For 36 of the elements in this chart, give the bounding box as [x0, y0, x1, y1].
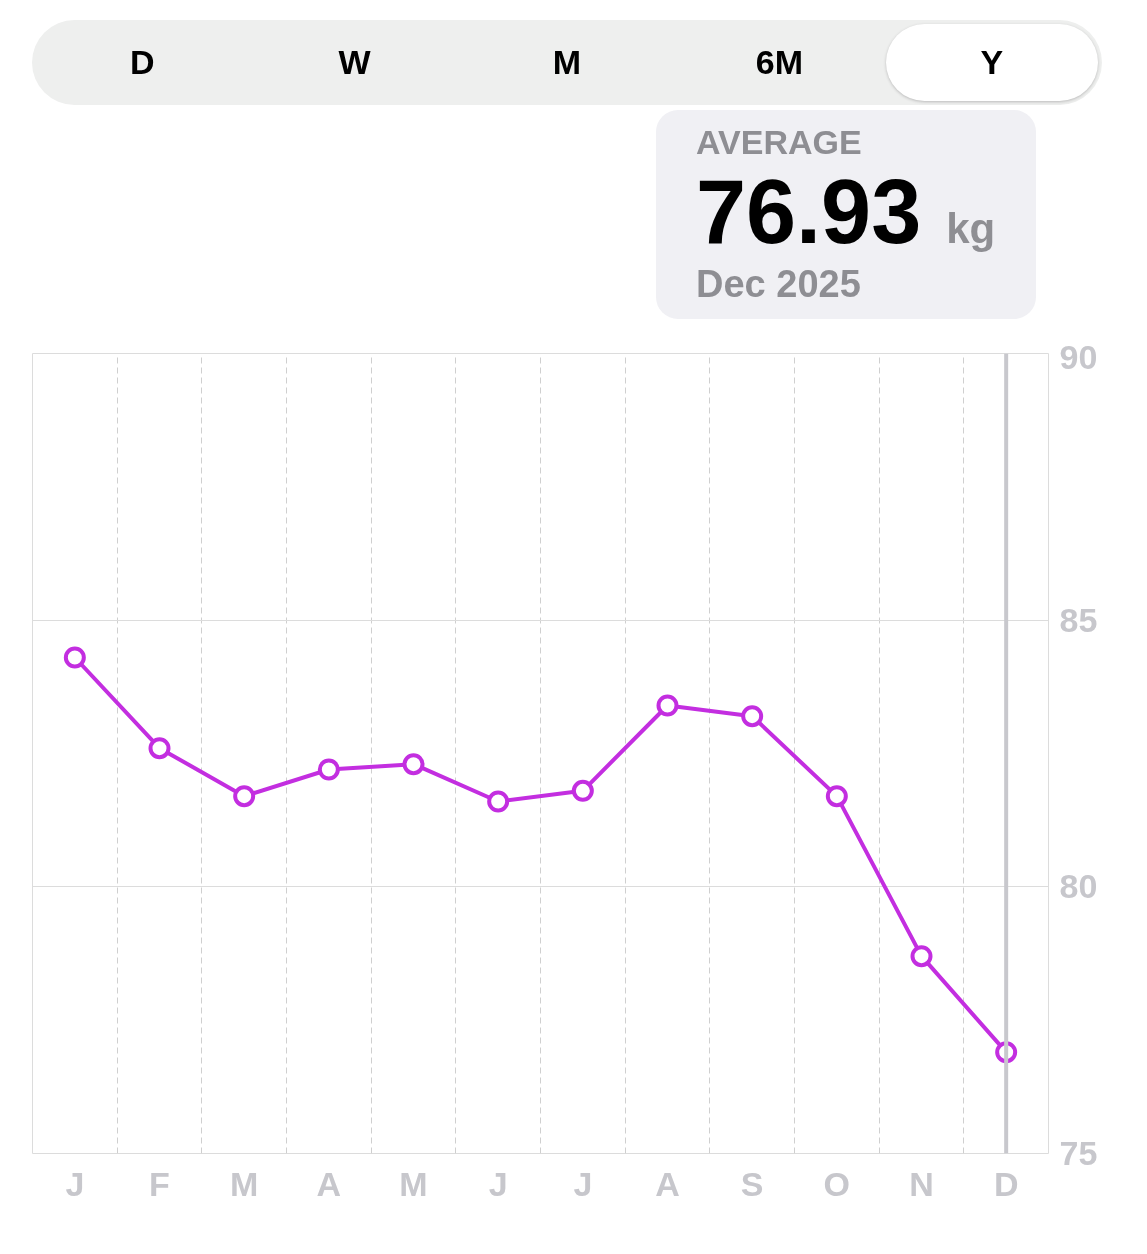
point	[825, 785, 848, 808]
text: AVERAGE	[696, 123, 862, 161]
point	[741, 705, 764, 728]
text: D	[128, 42, 156, 83]
point	[402, 753, 425, 776]
x-tick-label: J	[488, 1164, 508, 1203]
x-tick-label: M	[230, 1164, 259, 1203]
point	[487, 790, 510, 813]
text: W	[337, 42, 372, 83]
x-tick-label: F	[149, 1164, 170, 1203]
text: 6M	[754, 42, 805, 83]
text: M	[551, 42, 583, 83]
point	[63, 646, 86, 669]
x-tick-label: M	[399, 1164, 428, 1203]
x-tick-label: S	[740, 1164, 764, 1203]
x-tick-label: A	[316, 1164, 342, 1203]
text: Dec 2025	[696, 262, 861, 305]
x-tick-label: O	[823, 1164, 851, 1203]
text: kg	[946, 204, 996, 252]
point	[148, 737, 171, 760]
text: 76.93	[696, 161, 922, 262]
point	[317, 758, 340, 781]
x-tick-label: J	[573, 1164, 593, 1203]
x-tick-label: N	[909, 1164, 934, 1203]
x-tick-label: D	[993, 1164, 1019, 1203]
x-tick-label: J	[65, 1164, 85, 1203]
text: Y	[885, 24, 1099, 101]
x-tick-label: A	[655, 1164, 680, 1203]
point	[571, 779, 594, 802]
point	[233, 785, 256, 808]
point	[656, 694, 679, 717]
y-tick-label: 80	[1059, 867, 1098, 906]
y-tick-label: 85	[1059, 600, 1098, 639]
y-tick-label: 90	[1059, 337, 1098, 376]
y-tick-label: 75	[1059, 1134, 1098, 1172]
point	[910, 945, 933, 968]
